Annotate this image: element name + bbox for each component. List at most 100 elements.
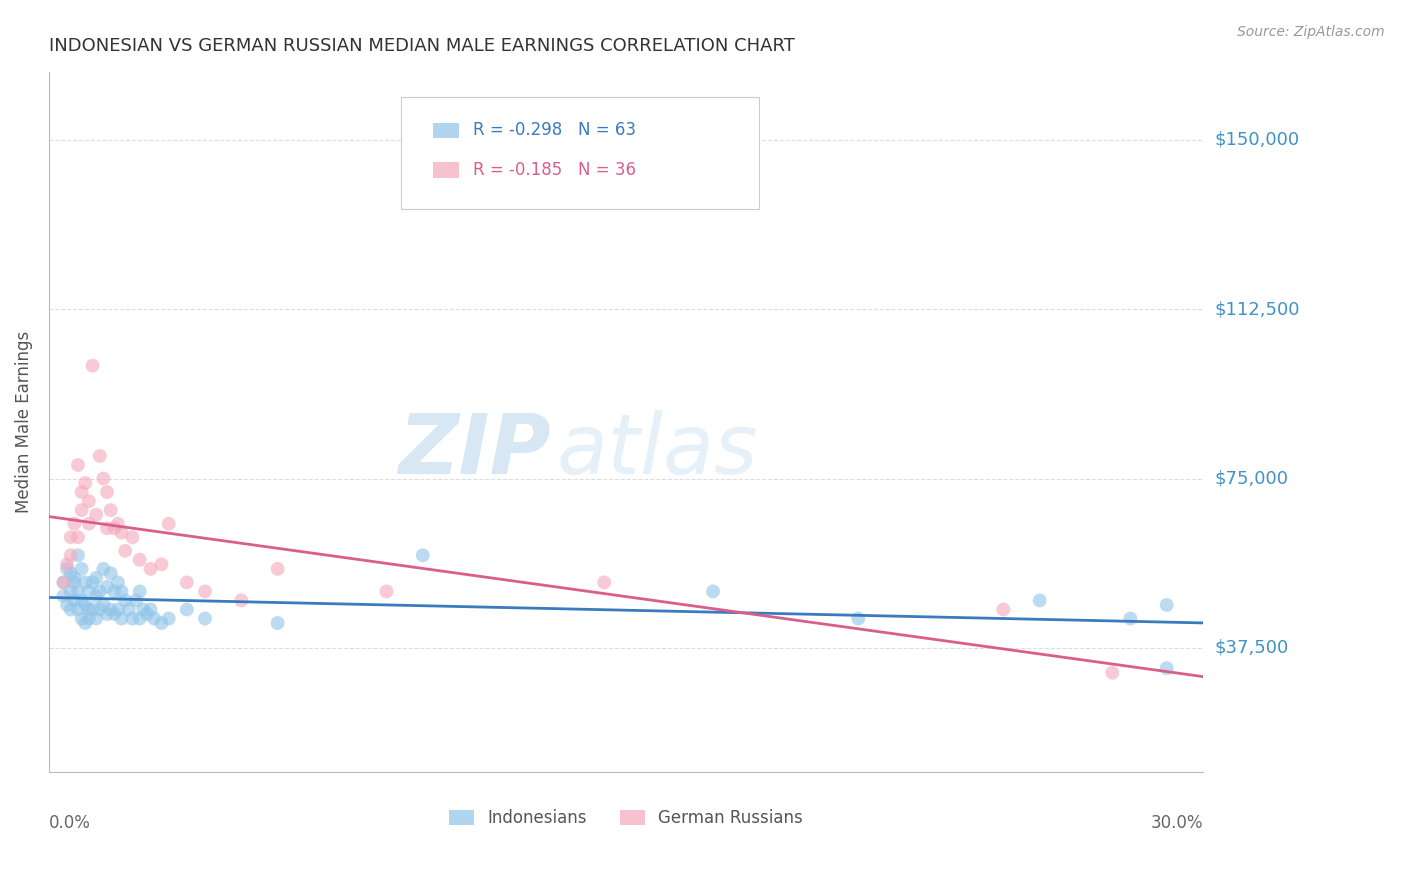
Point xyxy=(66,602,89,616)
Point xyxy=(66,584,89,599)
Y-axis label: Median Male Earnings: Median Male Earnings xyxy=(15,331,32,513)
Point xyxy=(93,562,115,576)
Point xyxy=(702,584,724,599)
Point xyxy=(121,530,143,544)
Point xyxy=(1156,598,1178,612)
Point xyxy=(96,521,118,535)
Point xyxy=(52,575,75,590)
Point xyxy=(89,449,111,463)
Point xyxy=(77,494,100,508)
Point xyxy=(63,575,86,590)
Point xyxy=(1156,661,1178,675)
Point xyxy=(107,602,129,616)
Point xyxy=(100,503,122,517)
Point xyxy=(125,593,148,607)
Point xyxy=(52,589,75,603)
Point xyxy=(150,615,173,630)
Point xyxy=(84,611,107,625)
Point xyxy=(110,611,132,625)
Point xyxy=(100,602,122,616)
Point xyxy=(70,562,93,576)
Point xyxy=(143,611,166,625)
Point xyxy=(150,558,173,572)
Point xyxy=(231,593,253,607)
Text: $112,500: $112,500 xyxy=(1215,301,1299,318)
Text: ZIP: ZIP xyxy=(398,409,551,491)
Point xyxy=(89,584,111,599)
Point xyxy=(59,566,82,581)
Point xyxy=(59,549,82,563)
Point xyxy=(593,575,616,590)
Point xyxy=(93,471,115,485)
FancyBboxPatch shape xyxy=(433,162,458,178)
Legend: Indonesians, German Russians: Indonesians, German Russians xyxy=(443,803,810,834)
FancyBboxPatch shape xyxy=(401,96,759,209)
Point xyxy=(139,562,162,576)
Point xyxy=(266,562,288,576)
Text: atlas: atlas xyxy=(557,409,758,491)
Point xyxy=(96,580,118,594)
FancyBboxPatch shape xyxy=(433,122,458,138)
Text: $75,000: $75,000 xyxy=(1215,469,1288,488)
Point xyxy=(100,566,122,581)
Point xyxy=(103,607,125,621)
Point xyxy=(63,593,86,607)
Point xyxy=(96,607,118,621)
Point xyxy=(75,615,97,630)
Point xyxy=(59,530,82,544)
Point xyxy=(136,607,159,621)
Text: Source: ZipAtlas.com: Source: ZipAtlas.com xyxy=(1237,25,1385,39)
Point xyxy=(77,602,100,616)
Point xyxy=(82,359,104,373)
Point xyxy=(110,525,132,540)
Point xyxy=(132,602,155,616)
Point xyxy=(70,485,93,500)
Point xyxy=(176,602,198,616)
Point xyxy=(82,575,104,590)
Point xyxy=(66,458,89,472)
Point xyxy=(128,584,150,599)
Point xyxy=(139,602,162,616)
Point xyxy=(77,611,100,625)
Point xyxy=(56,598,79,612)
Point xyxy=(194,584,217,599)
Point xyxy=(194,611,217,625)
Point xyxy=(103,521,125,535)
Point xyxy=(128,611,150,625)
Point xyxy=(66,549,89,563)
Point xyxy=(93,598,115,612)
Point xyxy=(84,589,107,603)
Point xyxy=(114,593,136,607)
Point xyxy=(412,549,434,563)
Point xyxy=(128,553,150,567)
Point xyxy=(66,530,89,544)
Point xyxy=(75,476,97,491)
Point xyxy=(96,485,118,500)
Point xyxy=(107,575,129,590)
Text: $37,500: $37,500 xyxy=(1215,639,1288,657)
Point xyxy=(176,575,198,590)
Point xyxy=(157,516,180,531)
Point xyxy=(993,602,1015,616)
Point xyxy=(56,562,79,576)
Point xyxy=(84,571,107,585)
Point xyxy=(110,584,132,599)
Point xyxy=(103,584,125,599)
Point xyxy=(59,584,82,599)
Point xyxy=(70,593,93,607)
Point xyxy=(59,602,82,616)
Point xyxy=(375,584,398,599)
Point xyxy=(107,516,129,531)
Point xyxy=(89,602,111,616)
Text: 30.0%: 30.0% xyxy=(1150,814,1204,832)
Point xyxy=(1119,611,1142,625)
Point xyxy=(114,543,136,558)
Point xyxy=(70,503,93,517)
Text: INDONESIAN VS GERMAN RUSSIAN MEDIAN MALE EARNINGS CORRELATION CHART: INDONESIAN VS GERMAN RUSSIAN MEDIAN MALE… xyxy=(49,37,794,55)
Point xyxy=(1101,665,1123,680)
Point xyxy=(75,575,97,590)
Point xyxy=(52,575,75,590)
Point xyxy=(121,611,143,625)
Point xyxy=(82,602,104,616)
Point xyxy=(84,508,107,522)
